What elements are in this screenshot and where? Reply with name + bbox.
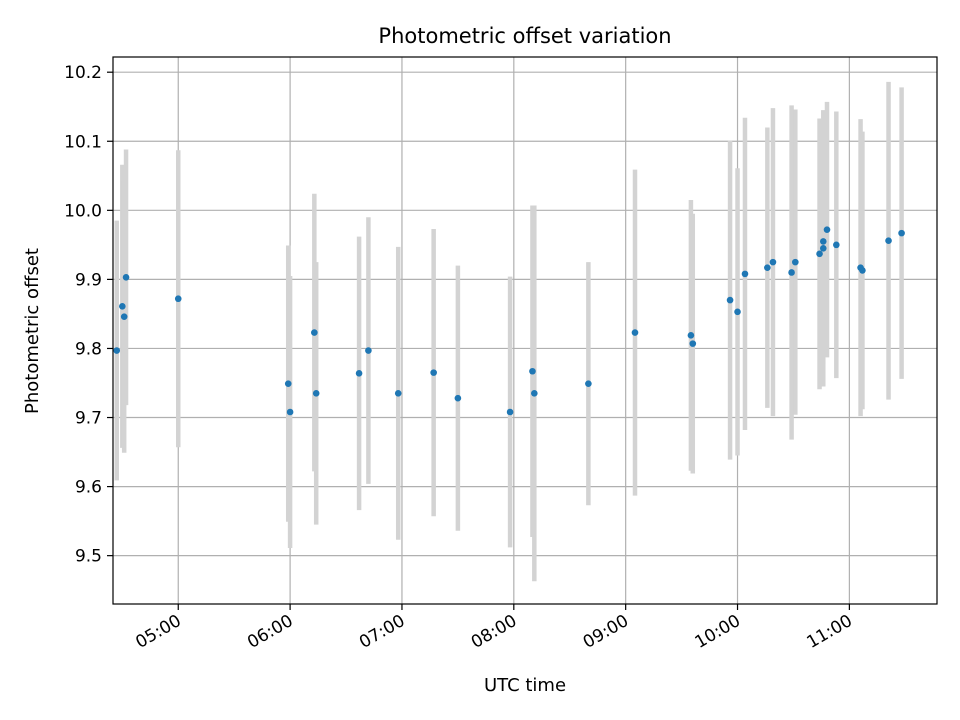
y-tick-label: 10.1 [64, 132, 102, 152]
data-point [311, 329, 318, 336]
data-point [529, 367, 536, 375]
y-tick-label: 9.8 [75, 339, 102, 359]
y-tick-label: 10.2 [64, 63, 102, 83]
data-point [819, 238, 827, 245]
data-point [859, 267, 866, 274]
data-point [885, 237, 892, 245]
data-point [174, 295, 182, 303]
data-point [689, 340, 697, 347]
data-point [119, 303, 126, 310]
chart-title: Photometric offset variation [378, 24, 671, 48]
data-point [113, 347, 121, 354]
plot-frame [112, 56, 938, 605]
x-axis-label: UTC time [484, 675, 566, 696]
y-tick-label: 10.0 [64, 201, 102, 221]
data-point [819, 245, 827, 252]
y-tick-label: 9.7 [75, 409, 102, 429]
data-point [286, 408, 294, 416]
y-tick-label: 9.9 [75, 270, 102, 290]
data-point [585, 380, 592, 387]
data-point [120, 313, 128, 320]
data-point [764, 264, 771, 271]
point-layer [113, 226, 905, 416]
data-point [823, 226, 831, 233]
data-point [531, 390, 538, 397]
y-axis-label: Photometric offset [22, 248, 43, 414]
data-point [430, 369, 437, 376]
data-point [769, 258, 777, 266]
data-point [355, 370, 363, 377]
data-point [284, 380, 292, 387]
data-point [312, 390, 320, 397]
data-point [734, 308, 741, 316]
y-tick-label: 9.5 [75, 547, 102, 567]
data-point [788, 269, 795, 276]
data-point [631, 329, 639, 336]
data-point [833, 241, 840, 249]
data-point [506, 408, 514, 416]
data-point [365, 347, 372, 354]
data-point [394, 390, 402, 397]
data-point [816, 250, 823, 258]
y-tick-label: 9.6 [75, 478, 102, 498]
data-point [122, 274, 130, 281]
data-point [454, 394, 462, 402]
data-point [687, 332, 695, 339]
data-point [741, 270, 749, 278]
data-point [792, 258, 799, 266]
data-point [726, 296, 734, 304]
data-point [898, 229, 905, 237]
